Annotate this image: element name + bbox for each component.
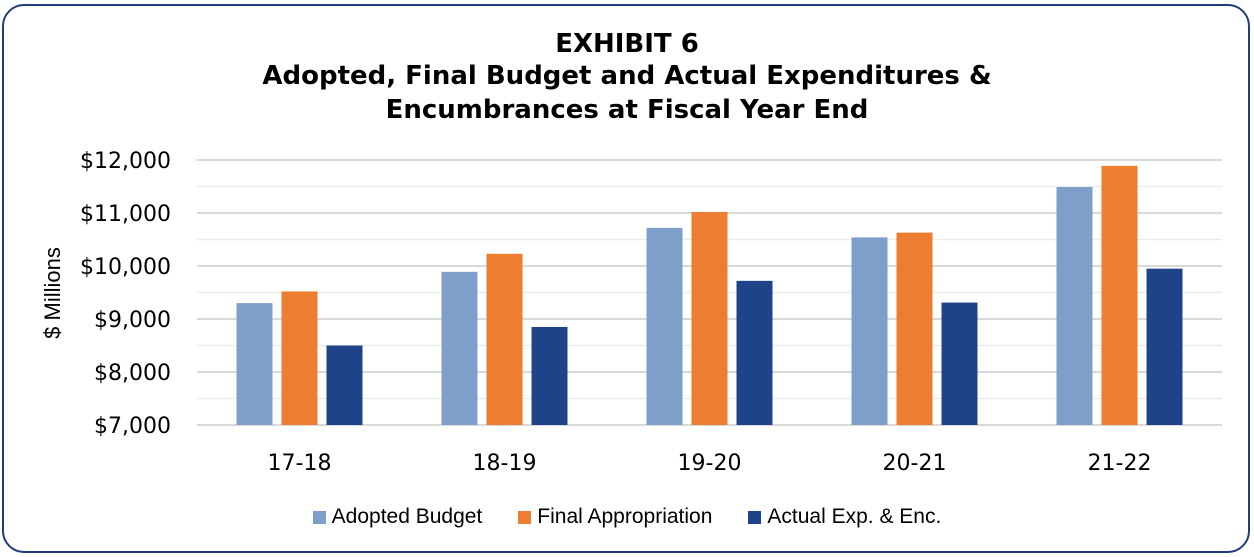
legend: Adopted Budget Final Appropriation Actual … (0, 505, 1254, 529)
bar-adopted-budget-17-18 (236, 303, 273, 425)
legend-swatch (518, 510, 532, 524)
bar-final-appropriation-20-21 (896, 232, 933, 425)
bar-adopted-budget-19-20 (646, 227, 683, 425)
bar-final-appropriation-19-20 (691, 211, 728, 425)
legend-swatch (312, 510, 326, 524)
x-tick-label: 17-18 (268, 451, 332, 476)
bar-final-appropriation-18-19 (486, 253, 523, 425)
y-tick-label: $9,000 (94, 308, 171, 333)
y-tick-label: $10,000 (80, 255, 171, 280)
x-tick-label: 21-22 (1088, 451, 1152, 476)
legend-label: Actual Exp. & Enc. (767, 505, 942, 528)
x-tick-label: 19-20 (678, 451, 742, 476)
y-axis-label: $ Millions (40, 247, 65, 339)
legend-item: Final Appropriation (518, 505, 712, 529)
x-tick-label: 20-21 (883, 451, 947, 476)
legend-swatch (748, 510, 762, 524)
bar-final-appropriation-21-22 (1101, 165, 1138, 425)
legend-label: Final Appropriation (537, 505, 713, 528)
x-tick-label: 18-19 (473, 451, 537, 476)
bar-actual-exp-enc-19-20 (736, 280, 773, 425)
bars (236, 165, 1183, 425)
bar-actual-exp-enc-21-22 (1146, 268, 1183, 425)
legend-item: Adopted Budget (312, 505, 483, 529)
chart-title-line-3: Encumbrances at Fiscal Year End (385, 95, 869, 125)
y-axis-ticks: $7,000 $8,000 $9,000 $10,000 $11,000 $12,000 (80, 149, 171, 439)
bar-actual-exp-enc-17-18 (326, 345, 363, 425)
bar-actual-exp-enc-20-21 (941, 302, 978, 425)
bar-actual-exp-enc-18-19 (531, 326, 568, 425)
bar-adopted-budget-18-19 (441, 271, 478, 425)
chart-title-line-2: Adopted, Final Budget and Actual Expendi… (262, 61, 992, 91)
bar-final-appropriation-17-18 (281, 291, 318, 425)
y-tick-label: $11,000 (80, 202, 171, 227)
chart-frame (2, 4, 1250, 553)
y-tick-label: $12,000 (80, 149, 171, 174)
bar-adopted-budget-21-22 (1056, 187, 1093, 425)
legend-item: Actual Exp. & Enc. (748, 505, 941, 529)
y-tick-label: $7,000 (94, 414, 171, 439)
y-tick-label: $8,000 (94, 361, 171, 386)
legend-label: Adopted Budget (331, 505, 483, 528)
bar-adopted-budget-20-21 (851, 237, 888, 425)
chart-title-line-1: EXHIBIT 6 (555, 29, 699, 59)
x-axis-ticks: 17-18 18-19 19-20 20-21 21-22 (268, 451, 1152, 476)
